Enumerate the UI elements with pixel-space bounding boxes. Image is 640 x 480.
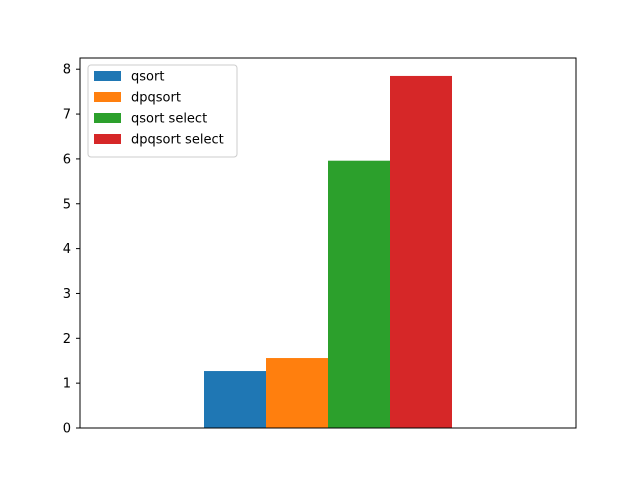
y-tick-label: 4	[63, 242, 71, 257]
y-tick-label: 3	[63, 287, 71, 302]
legend-label: qsort	[131, 70, 164, 85]
y-axis: 0 1 2 3 4 5 6 7 8	[63, 63, 80, 437]
bar-dpqsort	[266, 358, 328, 428]
y-tick-label: 8	[63, 63, 71, 78]
bar-qsort	[204, 371, 266, 428]
y-tick-label: 1	[63, 377, 71, 392]
bar-dpqsort-select	[390, 75, 452, 428]
y-tick-label: 7	[63, 108, 71, 123]
y-tick-label: 2	[63, 332, 71, 347]
legend-swatch	[94, 134, 121, 144]
legend-label: qsort select	[131, 112, 207, 127]
legend-swatch	[94, 92, 121, 102]
bar-qsort-select	[328, 160, 390, 428]
legend-label: dpqsort select	[131, 133, 224, 148]
y-tick-label: 6	[63, 152, 71, 167]
legend-label: dpqsort	[131, 91, 181, 106]
legend: qsort dpqsort qsort select dpqsort select	[87, 64, 238, 158]
y-tick-label: 5	[63, 197, 71, 212]
y-tick-label: 0	[63, 422, 71, 437]
legend-swatch	[94, 113, 121, 123]
legend-swatch	[94, 71, 121, 81]
plot-frame	[79, 57, 577, 429]
bars-group	[204, 75, 452, 428]
legend-box	[87, 64, 238, 158]
